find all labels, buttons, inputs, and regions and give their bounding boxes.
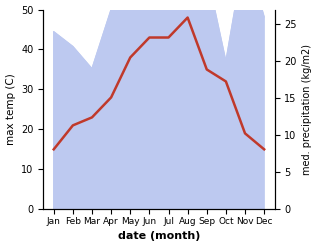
- X-axis label: date (month): date (month): [118, 231, 200, 242]
- Y-axis label: med. precipitation (kg/m2): med. precipitation (kg/m2): [302, 44, 313, 175]
- Y-axis label: max temp (C): max temp (C): [5, 74, 16, 145]
